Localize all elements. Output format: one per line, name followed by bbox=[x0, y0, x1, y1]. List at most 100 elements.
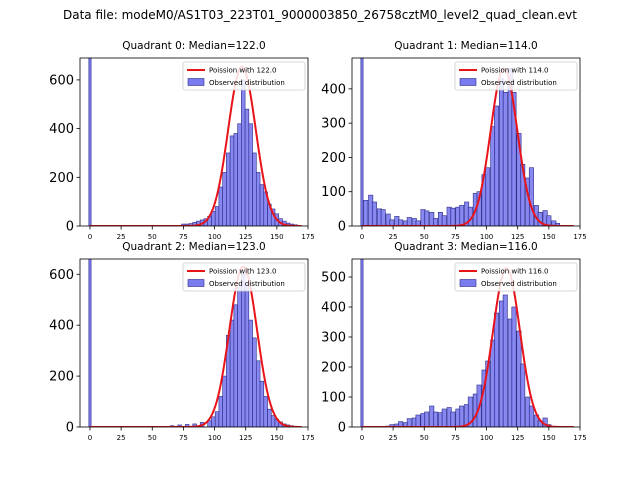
y-tick-label: 300 bbox=[321, 117, 346, 132]
histogram-bar bbox=[229, 319, 235, 427]
poisson-curve bbox=[89, 265, 302, 427]
legend-box bbox=[454, 61, 578, 91]
x-tick-label: 50 bbox=[148, 233, 157, 241]
panel-title: Quadrant 1: Median=114.0 bbox=[394, 40, 537, 52]
histogram-bar bbox=[415, 414, 421, 427]
histogram-bar bbox=[248, 123, 253, 226]
y-tick-label: 200 bbox=[49, 370, 74, 385]
histogram-bar bbox=[432, 218, 438, 226]
x-tick-label: 150 bbox=[542, 233, 555, 241]
x-tick-label: 150 bbox=[542, 434, 555, 442]
x-tick-label: 0 bbox=[88, 233, 92, 241]
histogram-bar bbox=[398, 421, 404, 427]
figure-title: Data file: modeM0/AS1T03_223T01_90000038… bbox=[63, 8, 577, 22]
zero-bin-bar bbox=[360, 259, 364, 427]
y-tick-label: 0 bbox=[338, 421, 346, 436]
histogram-bar bbox=[267, 408, 272, 427]
histogram-bar bbox=[244, 284, 250, 427]
x-tick-label: 0 bbox=[360, 434, 364, 442]
x-tick-label: 50 bbox=[148, 434, 157, 442]
histogram-bar bbox=[214, 206, 220, 226]
histogram-bar bbox=[244, 108, 250, 226]
histogram-bar bbox=[441, 215, 447, 226]
histogram-bar bbox=[255, 360, 261, 427]
zero-bin-bar bbox=[360, 58, 364, 226]
histogram-bar bbox=[380, 209, 386, 226]
histogram-bar bbox=[494, 105, 500, 226]
panel-q0: 0 25 50 75 100 125 150 175 0 200 400 600 Quadrant 0:… bbox=[49, 40, 315, 241]
panel-q1: 0 25 50 75 100 125 150 175 0 100 200 300 400 Quadrant… bbox=[321, 40, 587, 241]
x-tick-label: 150 bbox=[270, 233, 283, 241]
x-tick-label: 75 bbox=[179, 233, 188, 241]
histogram-bar bbox=[371, 201, 377, 226]
x-tick-label: 125 bbox=[239, 434, 252, 442]
panel-title: Quadrant 3: Median=116.0 bbox=[394, 241, 537, 253]
histogram-bar bbox=[467, 396, 473, 427]
x-tick-label: 25 bbox=[389, 233, 398, 241]
legend-label-observed: Observed distribution bbox=[209, 79, 285, 87]
histogram-bar bbox=[528, 405, 534, 427]
histogram-bar bbox=[459, 405, 465, 427]
histogram-bar bbox=[259, 380, 265, 427]
histogram-bar bbox=[218, 396, 223, 427]
y-tick-label: 300 bbox=[321, 331, 346, 346]
axes-frame bbox=[351, 258, 581, 428]
legend-label-poisson: Poission with 123.0 bbox=[209, 268, 277, 276]
histogram-bar bbox=[222, 375, 227, 427]
histogram-bar bbox=[502, 91, 508, 226]
histogram-bar bbox=[184, 424, 190, 427]
histogram-bar bbox=[233, 133, 238, 226]
legend-label-observed: Observed distribution bbox=[209, 280, 285, 288]
legend-bar-swatch bbox=[459, 78, 477, 86]
histogram-bar bbox=[270, 415, 276, 427]
legend-box bbox=[182, 262, 306, 292]
histogram-bar bbox=[520, 363, 526, 427]
histogram-bar bbox=[432, 411, 438, 427]
zero-bin-bar bbox=[88, 259, 92, 427]
x-tick-label: 0 bbox=[88, 434, 92, 442]
y-tick-label: 200 bbox=[49, 171, 74, 186]
panel-title: Quadrant 2: Median=123.0 bbox=[122, 241, 265, 253]
histogram-bar bbox=[363, 199, 369, 226]
histogram-bar bbox=[494, 312, 500, 427]
x-tick-label: 0 bbox=[360, 233, 364, 241]
axes-frame bbox=[79, 57, 309, 227]
legend-label-poisson: Poission with 116.0 bbox=[481, 268, 549, 276]
histogram-bar bbox=[511, 306, 517, 427]
y-tick-label: 200 bbox=[321, 361, 346, 376]
histogram-bar bbox=[424, 210, 430, 226]
histogram-bar bbox=[485, 167, 491, 226]
zero-bin-bar bbox=[88, 58, 92, 226]
histogram-bar bbox=[502, 294, 508, 427]
axes-frame bbox=[351, 57, 581, 227]
x-tick-label: 25 bbox=[117, 233, 126, 241]
histogram-bar bbox=[241, 273, 246, 427]
histogram-bar bbox=[214, 411, 220, 427]
histogram-bar bbox=[248, 319, 253, 427]
y-tick-label: 400 bbox=[49, 319, 74, 334]
y-tick-label: 200 bbox=[321, 151, 346, 166]
x-tick-label: 25 bbox=[117, 434, 126, 442]
histogram-bar bbox=[233, 304, 238, 427]
histogram-bar bbox=[459, 205, 465, 226]
poisson-curve bbox=[361, 67, 574, 226]
x-tick-label: 175 bbox=[573, 233, 586, 241]
histogram-bar bbox=[450, 207, 456, 226]
x-tick-label: 100 bbox=[480, 434, 493, 442]
legend-bar-swatch bbox=[187, 78, 205, 86]
histogram-bar bbox=[263, 396, 268, 427]
histogram-bar bbox=[222, 172, 227, 226]
y-tick-label: 500 bbox=[321, 271, 346, 286]
legend: Poission with 122.0 Observed distribution bbox=[182, 61, 306, 91]
y-tick-label: 0 bbox=[66, 220, 74, 235]
poisson-curve bbox=[361, 266, 574, 427]
legend-label-observed: Observed distribution bbox=[481, 280, 557, 288]
histogram-bar bbox=[241, 79, 246, 226]
x-tick-label: 75 bbox=[451, 434, 460, 442]
histogram-bar bbox=[259, 184, 265, 226]
histogram-bar bbox=[252, 337, 257, 427]
histogram-bar bbox=[218, 186, 223, 226]
legend-label-poisson: Poission with 114.0 bbox=[481, 67, 549, 75]
panel-q3: 0 25 50 75 100 125 150 175 0 100 200 300 400 500 Quadr… bbox=[321, 241, 587, 442]
